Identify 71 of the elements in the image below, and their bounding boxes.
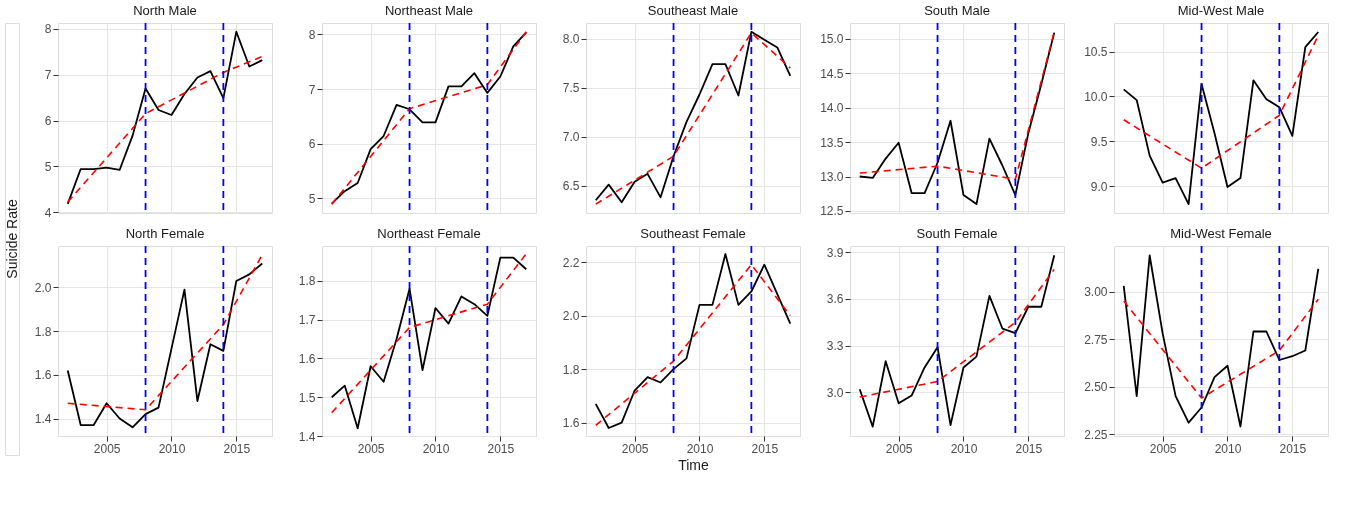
y-tick-label: 13.5: [820, 135, 844, 150]
x-tick-label: 2005: [1149, 441, 1177, 456]
y-tick-label: 7: [308, 82, 316, 97]
x-tick-label: 2010: [158, 441, 186, 456]
y-tick-label: 6.5: [562, 179, 580, 194]
y-tick-label: 3.9: [826, 245, 844, 260]
y-tick-label: 8.0: [562, 32, 580, 47]
x-tick-label: 2010: [686, 441, 714, 456]
chart-title: North Female: [125, 226, 205, 242]
x-tick-label: 2010: [950, 441, 978, 456]
y-tick-label: 10.5: [1084, 45, 1108, 60]
y-tick-label: 6: [308, 137, 316, 152]
y-tick-label: 5: [44, 159, 52, 174]
y-tick-label: 1.8: [34, 324, 52, 339]
x-tick-label: 2015: [487, 441, 515, 456]
y-tick-label: 9.0: [1090, 179, 1108, 194]
y-tick-label: 3.0: [826, 385, 844, 400]
x-tick-label: 2015: [751, 441, 779, 456]
y-tick-label: 8: [308, 27, 316, 42]
y-tick-label: 1.4: [34, 412, 52, 427]
x-tick-label: 2015: [1279, 441, 1307, 456]
y-tick-label: 9.5: [1090, 134, 1108, 149]
y-tick-label: 1.6: [34, 368, 52, 383]
y-tick-label: 2.50: [1084, 380, 1108, 395]
y-tick-label: 1.6: [298, 351, 316, 366]
y-tick-label: 14.0: [820, 101, 844, 116]
chart-title: Mid-West Male: [1177, 3, 1265, 19]
x-tick-label: 2010: [1214, 441, 1242, 456]
y-tick-label: 1.8: [298, 274, 316, 289]
chart-title: South Female: [916, 226, 998, 242]
chart-title: North Male: [133, 3, 197, 19]
x-axis-title: Time: [678, 456, 710, 473]
chart-title: Northeast Female: [377, 226, 481, 242]
chart-title: Mid-West Female: [1170, 226, 1272, 242]
y-tick-label: 7: [44, 68, 52, 83]
x-tick-label: 2005: [885, 441, 913, 456]
x-tick-label: 2005: [621, 441, 649, 456]
y-tick-label: 2.25: [1084, 427, 1108, 442]
y-tick-label: 15.0: [820, 32, 844, 47]
y-tick-label: 3.6: [826, 292, 844, 307]
y-tick-label: 2.75: [1084, 332, 1108, 347]
y-tick-label: 2.0: [34, 280, 52, 295]
y-axis-title: Suicide Rate: [4, 199, 20, 279]
y-tick-label: 1.4: [298, 429, 316, 444]
x-tick-label: 2010: [422, 441, 450, 456]
y-tick-label: 3.00: [1084, 285, 1108, 300]
y-tick-label: 3.3: [826, 339, 844, 354]
y-tick-label: 1.6: [562, 416, 580, 431]
y-tick-label: 4: [44, 205, 52, 220]
x-tick-label: 2005: [93, 441, 121, 456]
y-tick-label: 6: [44, 114, 52, 129]
chart-title: Southeast Female: [640, 226, 746, 242]
y-tick-label: 13.0: [820, 170, 844, 185]
chart-title: Northeast Male: [384, 3, 474, 19]
x-tick-label: 2015: [223, 441, 251, 456]
chart-title: South Male: [924, 3, 990, 19]
y-tick-label: 1.5: [298, 390, 316, 405]
y-tick-label: 2.0: [562, 309, 580, 324]
y-tick-label: 7.0: [562, 130, 580, 145]
y-tick-label: 14.5: [820, 66, 844, 81]
x-tick-label: 2015: [1015, 441, 1043, 456]
y-tick-label: 8: [44, 22, 52, 37]
y-tick-label: 12.5: [820, 204, 844, 219]
y-tick-label: 5: [308, 191, 316, 206]
y-tick-label: 10.0: [1084, 89, 1108, 104]
chart-title: Southeast Male: [647, 3, 739, 19]
x-tick-label: 2005: [357, 441, 385, 456]
y-tick-label: 1.7: [298, 313, 316, 328]
y-tick-label: 2.2: [562, 255, 580, 270]
y-tick-label: 7.5: [562, 81, 580, 96]
y-tick-label: 1.8: [562, 362, 580, 377]
